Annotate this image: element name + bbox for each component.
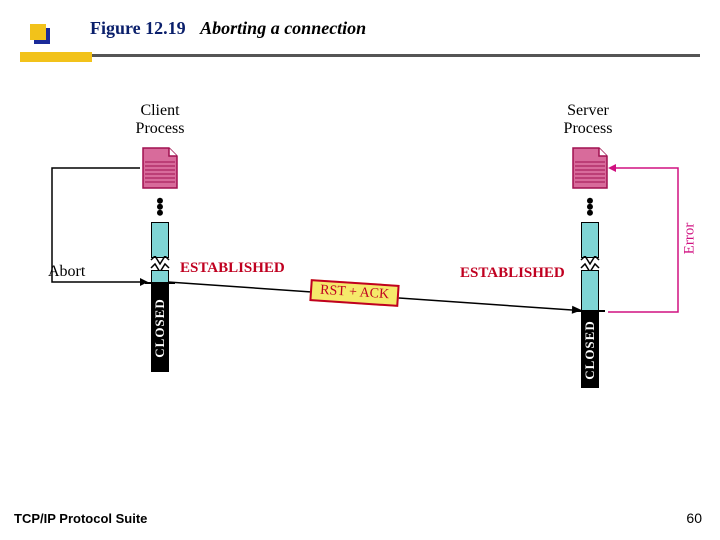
title-rule-accent xyxy=(20,52,92,62)
abort-label: Abort xyxy=(48,263,98,281)
error-arrow-icon xyxy=(600,160,690,320)
client-closed-label: CLOSED xyxy=(152,298,168,357)
server-closed-label: CLOSED xyxy=(582,320,598,379)
error-label: Error xyxy=(681,223,698,255)
footer-left: TCP/IP Protocol Suite xyxy=(14,511,147,526)
client-established-label: ESTABLISHED xyxy=(180,260,285,277)
server-process-label: Server Process xyxy=(548,102,628,138)
server-arrival-tick xyxy=(575,310,605,312)
rst-ack-label: RST + ACK xyxy=(320,283,390,303)
client-label-line1: Client xyxy=(140,102,179,119)
server-teal-upper xyxy=(581,222,599,258)
server-label-line2: Process xyxy=(564,120,613,137)
figure-caption: Aborting a connection xyxy=(200,18,366,38)
client-closed-box: CLOSED xyxy=(151,284,169,372)
client-send-tick xyxy=(145,282,175,284)
figure-number: Figure 12.19 xyxy=(90,18,186,38)
server-label-line1: Server xyxy=(567,102,609,119)
figure-title: Figure 12.19 Aborting a connection xyxy=(90,18,366,39)
client-teal-upper xyxy=(151,222,169,258)
diagram: Client Process Server Process ••• ••• xyxy=(60,110,690,440)
server-ellipsis-icon: ••• xyxy=(580,198,600,216)
footer-page-number: 60 xyxy=(686,510,702,526)
client-ellipsis-icon: ••• xyxy=(150,198,170,216)
client-process-label: Client Process xyxy=(120,102,200,138)
server-closed-box: CLOSED xyxy=(581,312,599,388)
title-rule xyxy=(20,54,700,57)
title-bullet-icon xyxy=(28,22,52,46)
client-label-line2: Process xyxy=(136,120,185,137)
server-teal-lower xyxy=(581,270,599,312)
